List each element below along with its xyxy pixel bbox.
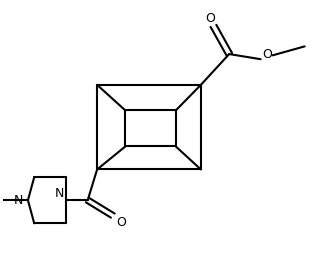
Text: O: O	[205, 12, 215, 25]
Text: N: N	[55, 187, 64, 200]
Text: N: N	[14, 194, 23, 207]
Text: O: O	[262, 48, 272, 61]
Text: O: O	[116, 216, 126, 228]
